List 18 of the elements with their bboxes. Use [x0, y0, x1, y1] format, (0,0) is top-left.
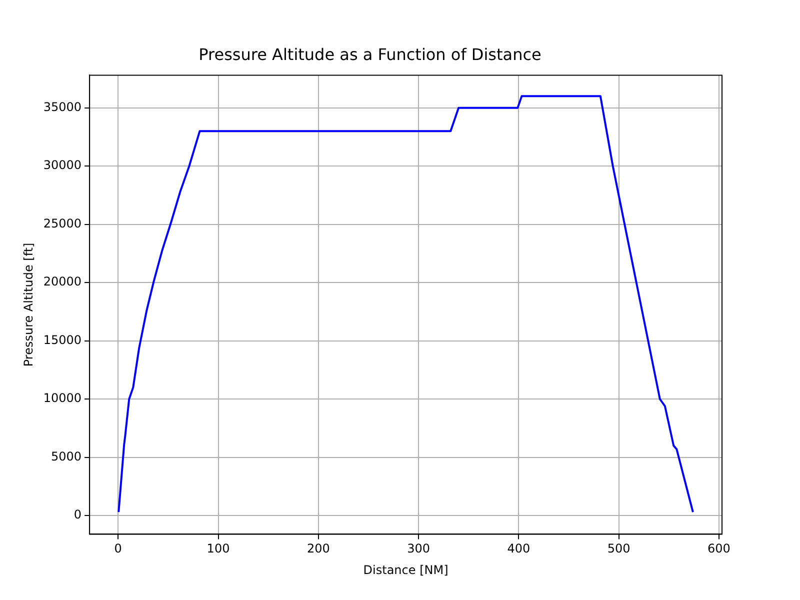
x-tick-label: 400: [507, 542, 530, 556]
y-tick-label: 25000: [43, 216, 82, 230]
y-tick-label: 35000: [43, 100, 82, 114]
x-tick-label: 600: [708, 542, 730, 556]
y-tick-label: 15000: [43, 332, 82, 347]
y-axis-title: Pressure Altitude [ft]: [21, 242, 36, 367]
y-tick-label: 0: [74, 508, 82, 522]
chart-title: Pressure Altitude as a Function of Distance: [198, 44, 542, 64]
y-tick-label: 10000: [43, 391, 82, 406]
y-tick-label: 20000: [43, 274, 82, 289]
x-tick-label: 100: [206, 542, 230, 556]
x-tick-label: 200: [306, 542, 330, 556]
y-tick-label: 30000: [43, 158, 82, 172]
x-tick-label: 500: [607, 542, 630, 556]
x-axis-title: Distance [NM]: [363, 562, 448, 577]
y-tick-label: 5000: [51, 449, 82, 464]
x-tick-label: 300: [407, 542, 430, 556]
x-tick-label: 0: [114, 542, 122, 556]
